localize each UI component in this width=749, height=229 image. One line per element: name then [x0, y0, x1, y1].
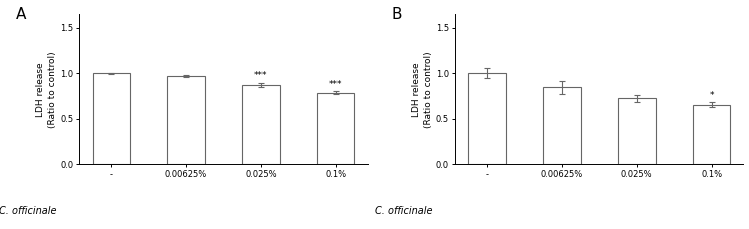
Bar — [93, 73, 130, 164]
Y-axis label: LDH release
(Ratio to control): LDH release (Ratio to control) — [37, 51, 57, 128]
Text: ***: *** — [254, 71, 267, 80]
Bar — [543, 87, 580, 164]
Bar — [242, 85, 279, 164]
Text: A: A — [16, 7, 26, 22]
Text: B: B — [392, 7, 402, 22]
Y-axis label: LDH release
(Ratio to control): LDH release (Ratio to control) — [413, 51, 433, 128]
Bar — [317, 93, 354, 164]
Text: ***: *** — [329, 80, 342, 89]
Bar — [468, 73, 506, 164]
Bar — [618, 98, 655, 164]
Text: C. officinale: C. officinale — [374, 206, 432, 216]
Bar — [167, 76, 204, 164]
Text: *: * — [709, 91, 714, 100]
Text: C. officinale: C. officinale — [0, 206, 56, 216]
Bar — [693, 105, 730, 164]
